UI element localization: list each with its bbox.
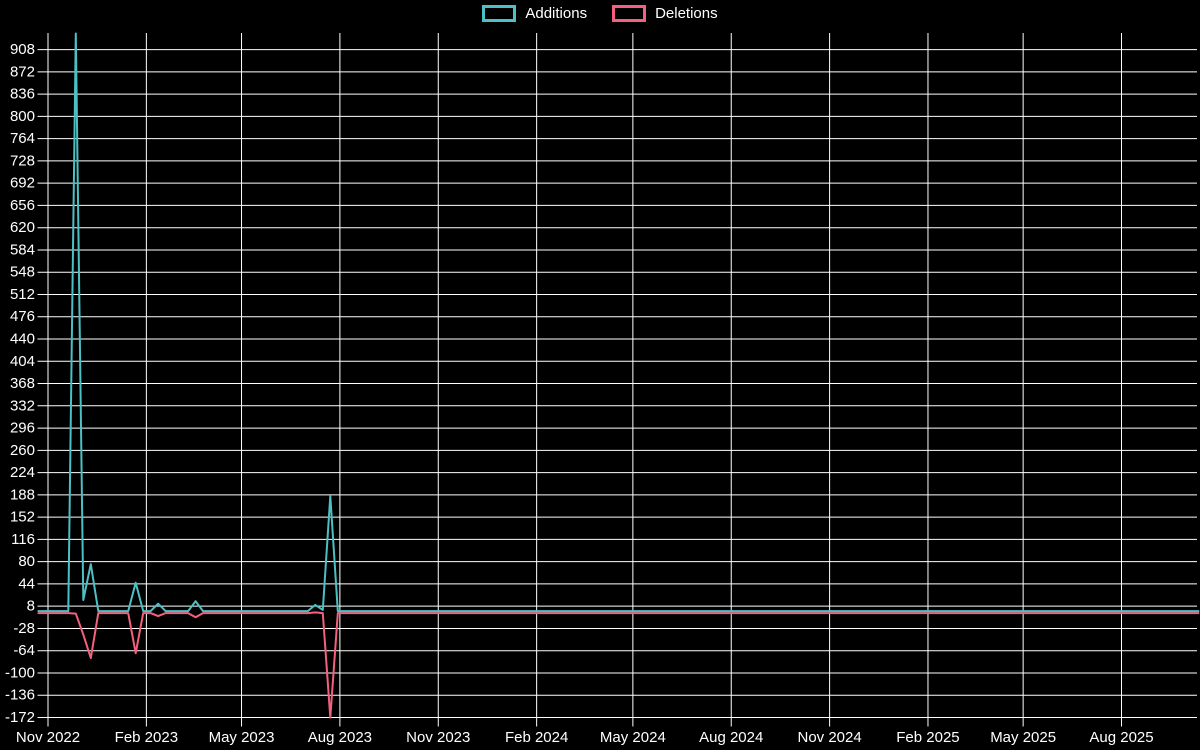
y-tick-label: 8: [27, 598, 35, 615]
y-tick-label: 476: [10, 308, 35, 325]
x-tick-label: Feb 2025: [896, 729, 959, 746]
legend-label-deletions: Deletions: [655, 5, 718, 22]
deletions-line: [37, 611, 1200, 719]
y-tick-label: 44: [18, 575, 35, 592]
y-tick-label: 620: [10, 219, 35, 236]
y-tick-label: -64: [13, 642, 35, 659]
y-tick-label: 296: [10, 420, 35, 437]
x-tick-label: May 2025: [990, 729, 1056, 746]
y-tick-label: 332: [10, 397, 35, 414]
y-tick-label: 584: [10, 241, 35, 258]
y-tick-label: 656: [10, 197, 35, 214]
y-tick-label: 152: [10, 509, 35, 526]
x-tick-label: Nov 2024: [797, 729, 861, 746]
y-tick-label: -136: [5, 687, 35, 704]
y-tick-label: 800: [10, 108, 35, 125]
y-tick-label: 908: [10, 41, 35, 58]
legend-item-deletions[interactable]: Deletions: [612, 5, 718, 22]
y-tick-label: 116: [11, 531, 35, 548]
y-tick-label: 80: [18, 553, 35, 570]
x-tick-label: May 2024: [600, 729, 666, 746]
y-tick-label: 764: [10, 130, 35, 147]
x-tick-label: Nov 2023: [406, 729, 470, 746]
legend: Additions Deletions: [0, 5, 1200, 22]
y-tick-label: 836: [10, 86, 35, 103]
y-tick-label: 188: [10, 486, 35, 503]
x-tick-label: Nov 2022: [16, 729, 80, 746]
y-tick-label: -172: [5, 709, 35, 726]
x-tick-label: May 2023: [209, 729, 275, 746]
x-tick-label: Aug 2024: [699, 729, 763, 746]
y-tick-label: 224: [10, 464, 35, 481]
additions-line: [37, 32, 1200, 613]
legend-item-additions[interactable]: Additions: [482, 5, 587, 22]
y-tick-label: 440: [10, 331, 35, 348]
legend-label-additions: Additions: [525, 5, 588, 22]
y-tick-label: -100: [5, 664, 35, 681]
x-tick-label: Feb 2024: [505, 729, 568, 746]
y-tick-label: 368: [10, 375, 35, 392]
x-tick-label: Feb 2023: [115, 729, 178, 746]
deletions-swatch-icon: [612, 5, 647, 22]
y-tick-label: 728: [10, 152, 35, 169]
y-tick-label: -28: [13, 620, 35, 637]
y-tick-label: 548: [10, 264, 35, 281]
y-tick-label: 692: [10, 175, 35, 192]
y-tick-label: 872: [10, 63, 35, 80]
y-tick-label: 404: [10, 353, 35, 370]
x-tick-label: Aug 2025: [1089, 729, 1153, 746]
y-tick-label: 260: [10, 442, 35, 459]
x-tick-label: Aug 2023: [308, 729, 372, 746]
y-tick-label: 512: [10, 286, 35, 303]
additions-swatch-icon: [482, 5, 517, 22]
